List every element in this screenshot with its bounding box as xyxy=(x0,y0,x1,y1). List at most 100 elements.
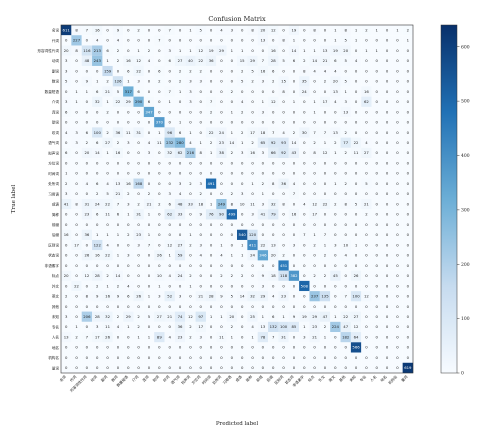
cell-value-label: 2 xyxy=(220,273,223,278)
heatmap-cell xyxy=(123,86,134,97)
heatmap-cell xyxy=(330,219,341,230)
cell-value-label: 0 xyxy=(303,99,306,104)
heatmap-cell xyxy=(361,55,372,66)
cell-value-label: 1 xyxy=(396,27,399,32)
cell-value-label: 0 xyxy=(262,222,265,227)
cell-value-label: 0 xyxy=(272,191,275,196)
heatmap-cell xyxy=(205,301,217,312)
heatmap-cell xyxy=(81,35,93,46)
heatmap-cell xyxy=(299,137,310,148)
cell-value-label: 249 xyxy=(218,201,226,206)
heatmap-cell xyxy=(350,260,362,271)
cell-value-label: 0 xyxy=(137,345,140,350)
cell-value-label: 2 xyxy=(200,68,203,73)
cell-value-label: 1 xyxy=(210,201,213,206)
heatmap-cell xyxy=(340,260,351,271)
y-tick-label: 状态词 xyxy=(48,253,59,258)
cell-value-label: 0 xyxy=(220,345,223,350)
cell-value-label: 13 xyxy=(116,181,121,186)
heatmap-cell xyxy=(319,280,331,292)
cell-value-label: 0 xyxy=(65,355,68,360)
heatmap-cell xyxy=(81,86,93,97)
heatmap-cell xyxy=(216,219,227,230)
cell-value-label: 1 xyxy=(117,253,120,258)
heatmap-cell xyxy=(288,311,300,322)
cell-value-label: 8 xyxy=(282,201,285,206)
cell-value-label: 2 xyxy=(344,130,347,135)
cell-value-label: 2 xyxy=(158,201,161,206)
heatmap-cell xyxy=(205,229,217,240)
cell-value-label: 0 xyxy=(75,68,78,73)
cell-value-label: 14 xyxy=(95,150,100,155)
heatmap-cell xyxy=(61,127,72,138)
heatmap-cell xyxy=(185,219,196,230)
cell-value-label: 0 xyxy=(127,38,130,43)
cell-value-label: 21 xyxy=(116,191,121,196)
heatmap-cell xyxy=(71,250,82,261)
cell-value-label: 0 xyxy=(148,355,151,360)
heatmap-cell xyxy=(195,127,206,138)
cell-value-label: 0 xyxy=(200,283,203,288)
heatmap-cell xyxy=(299,199,310,210)
heatmap-cell xyxy=(226,199,238,210)
cell-value-label: 0 xyxy=(148,120,151,125)
heatmap-cell xyxy=(102,362,113,374)
cell-value-label: 0 xyxy=(303,345,306,350)
heatmap-cell xyxy=(164,35,175,46)
cell-value-label: 77 xyxy=(343,140,348,145)
heatmap-cell xyxy=(392,311,403,322)
heatmap-cell xyxy=(402,147,414,159)
heatmap-cell xyxy=(381,168,393,179)
heatmap-cell xyxy=(164,147,175,159)
cell-value-label: 0 xyxy=(365,222,368,227)
heatmap-cell xyxy=(299,321,310,333)
heatmap-cell xyxy=(371,270,382,281)
heatmap-cell xyxy=(268,86,279,97)
heatmap-cell xyxy=(402,352,414,363)
cell-value-label: 2 xyxy=(137,201,140,206)
heatmap-cell xyxy=(133,250,144,261)
cell-value-label: 0 xyxy=(272,365,275,370)
cell-value-label: 0 xyxy=(407,140,410,145)
heatmap-cell xyxy=(92,45,103,56)
heatmap-cell xyxy=(112,45,124,56)
heatmap-cell xyxy=(133,76,144,87)
cell-value-label: 1 xyxy=(220,314,223,319)
heatmap-cell xyxy=(237,280,248,292)
heatmap-cell xyxy=(81,219,93,230)
heatmap-cell xyxy=(174,188,186,200)
heatmap-cell xyxy=(112,137,124,148)
cell-value-label: 0 xyxy=(106,222,109,227)
heatmap-cell xyxy=(402,55,414,66)
cell-value-label: 0 xyxy=(365,232,368,237)
heatmap-cell xyxy=(71,55,82,66)
cell-value-label: 22 xyxy=(74,283,79,288)
cell-value-label: 0 xyxy=(200,222,203,227)
heatmap-cell xyxy=(402,219,414,230)
cell-value-label: 0 xyxy=(386,334,389,339)
heatmap-cell xyxy=(257,362,269,374)
heatmap-cell xyxy=(123,178,134,189)
heatmap-cell xyxy=(102,229,113,240)
y-tick-label: 英文 xyxy=(52,294,60,299)
heatmap-cell xyxy=(195,332,206,343)
cell-value-label: 0 xyxy=(96,263,99,268)
heatmap-cell xyxy=(164,332,175,343)
heatmap-cell xyxy=(381,117,393,128)
cell-value-label: 0 xyxy=(313,160,316,165)
heatmap-cell xyxy=(154,55,165,66)
cell-value-label: 0 xyxy=(148,253,151,258)
cell-value-label: 0 xyxy=(179,355,182,360)
heatmap-cell xyxy=(195,65,206,77)
cell-value-label: 5 xyxy=(231,294,234,299)
cell-value-label: 0 xyxy=(386,345,389,350)
cell-value-label: 0 xyxy=(407,222,410,227)
cell-value-label: 0 xyxy=(293,120,296,125)
heatmap-cell xyxy=(330,127,341,138)
heatmap-cell xyxy=(61,229,72,240)
heatmap-cell xyxy=(381,219,393,230)
heatmap-cell xyxy=(319,137,331,148)
cell-value-label: 0 xyxy=(376,181,379,186)
heatmap-cell xyxy=(133,209,144,220)
heatmap-cell xyxy=(237,168,248,179)
